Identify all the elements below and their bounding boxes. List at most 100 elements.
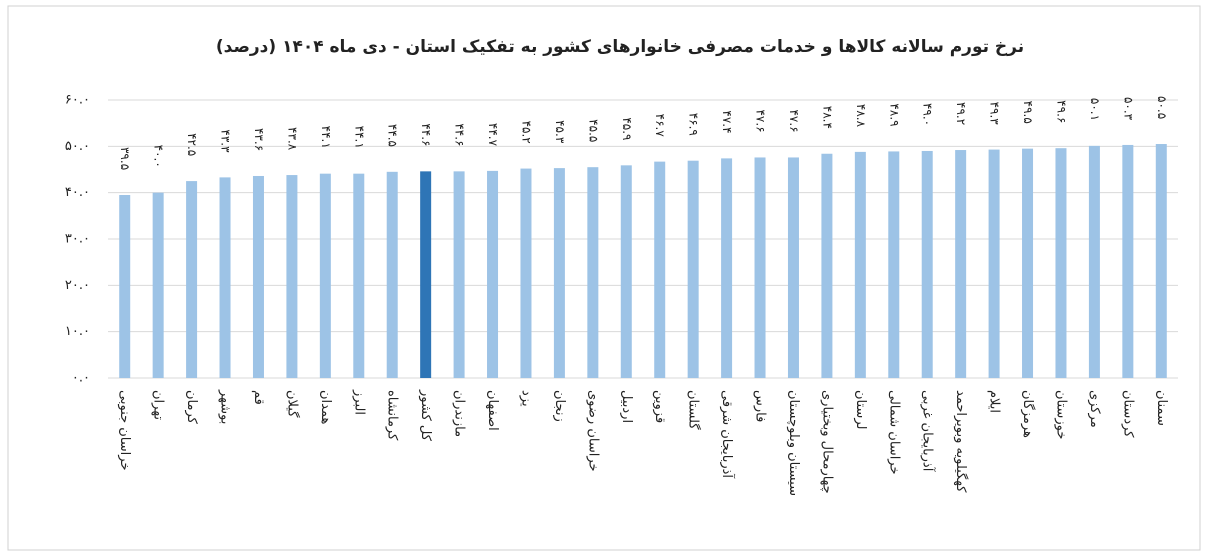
bar	[319, 173, 331, 378]
bar	[754, 157, 766, 378]
bar	[353, 173, 365, 378]
bar	[1088, 145, 1100, 378]
bar	[854, 151, 866, 378]
bar	[1055, 148, 1067, 378]
x-tick-label: قزوین	[652, 390, 667, 423]
value-label: ۴۹.۲	[954, 102, 968, 125]
bar	[721, 158, 733, 378]
value-label: ۴۷.۶	[787, 109, 801, 132]
x-tick-label: هرمزگان	[1020, 390, 1036, 438]
x-tick-label: گیلان	[284, 390, 300, 418]
bar	[152, 192, 164, 378]
x-tick-label: اردبیل	[619, 390, 634, 423]
x-tick-label: بوشهر	[218, 389, 233, 424]
x-tick-label: آذربایجان غربی	[920, 390, 937, 473]
value-label: ۴۶.۷	[653, 114, 667, 138]
bar	[553, 168, 565, 378]
y-tick-label: ۱۰.۰	[65, 324, 90, 339]
x-tick-label: کرمانشاه	[385, 390, 400, 441]
value-label: ۴۶.۹	[687, 113, 701, 136]
y-tick-label: ۶۰.۰	[65, 93, 90, 108]
value-label: ۴۳.۳	[219, 129, 233, 153]
value-label: ۴۸.۹	[887, 103, 901, 126]
value-label: ۴۹.۶	[1054, 100, 1068, 123]
bar	[186, 181, 198, 378]
x-tick-label: اصفهان	[485, 390, 500, 431]
x-tick-label: البرز	[351, 389, 366, 415]
value-label: ۴۴.۱	[352, 126, 366, 149]
value-label: ۳۹.۵	[118, 147, 132, 170]
value-label: ۴۹.۰	[921, 103, 935, 126]
x-tick-label: فارس	[753, 390, 768, 422]
bar	[487, 170, 499, 378]
bar	[119, 194, 131, 378]
bar	[252, 175, 264, 378]
bar	[219, 177, 231, 378]
value-label: ۴۵.۲	[519, 121, 533, 144]
bar	[520, 168, 532, 378]
y-tick-label: ۴۰.۰	[65, 185, 90, 200]
value-label: ۵۰.۵	[1155, 96, 1169, 119]
value-label: ۴۵.۵	[586, 119, 600, 142]
value-label: ۴۴.۶	[453, 123, 467, 146]
x-tick-label: لرستان	[853, 390, 868, 429]
x-tick-label: خوزستان	[1053, 390, 1068, 439]
x-tick-label: سمنان	[1154, 390, 1169, 426]
x-tick-label: آذربایجان شرقی	[719, 390, 736, 479]
bar	[821, 153, 833, 378]
bar	[453, 171, 465, 378]
x-tick-label: کرمان	[184, 390, 199, 425]
value-label: ۴۵.۳	[553, 120, 567, 144]
x-tick-label: خراسان رضوی	[585, 390, 600, 472]
y-tick-label: ۲۰.۰	[65, 278, 90, 293]
x-tick-label: یزد	[518, 390, 533, 407]
value-label: ۴۹.۳	[988, 102, 1002, 126]
x-tick-label: زنجان	[552, 390, 567, 422]
bar	[386, 171, 398, 378]
bar	[1155, 144, 1167, 378]
bar	[687, 160, 699, 378]
y-tick-label: ۵۰.۰	[65, 139, 90, 154]
x-tick-label: گلستان	[686, 390, 702, 430]
value-label: ۴۸.۴	[820, 106, 834, 129]
value-label: ۵۰.۳	[1121, 97, 1135, 121]
x-tick-label: مازندران	[452, 390, 467, 437]
x-tick-label: سیستان وبلوچستان	[786, 390, 801, 496]
value-label: ۴۷.۴	[720, 110, 734, 133]
x-tick-label: تهران	[151, 390, 166, 420]
value-label: ۴۴.۱	[319, 126, 333, 149]
chart-title: نرخ تورم سالانه کالاها و خدمات مصرفی خان…	[216, 37, 1024, 57]
x-tick-label: کردستان	[1120, 390, 1135, 438]
bar	[1022, 148, 1034, 378]
value-label: ۴۰.۰	[152, 145, 166, 168]
x-tick-label: خراسان جنوبی	[117, 390, 132, 470]
value-label: ۴۲.۵	[185, 133, 199, 156]
x-tick-label: همدان	[318, 390, 333, 424]
x-tick-label: ایلام	[987, 390, 1002, 413]
value-label: ۴۳.۶	[252, 128, 266, 151]
bar	[988, 149, 1000, 378]
bar	[955, 150, 967, 378]
x-tick-label: خراسان شمالی	[886, 390, 901, 475]
x-tick-label: کهگیلویه وبویراحمد	[953, 390, 969, 493]
value-label: ۴۴.۵	[386, 124, 400, 147]
value-label: ۴۴.۷	[486, 123, 500, 147]
value-label: ۴۵.۹	[620, 117, 634, 140]
value-label: ۴۴.۶	[419, 123, 433, 146]
x-tick-label: مرکزی	[1087, 390, 1102, 428]
bar	[587, 167, 599, 378]
value-label: ۴۸.۸	[854, 104, 868, 128]
bar	[888, 151, 900, 378]
x-tick-label: قم	[251, 390, 266, 405]
value-label: ۴۷.۶	[754, 109, 768, 132]
x-tick-label: چهارمحال وبختیاری	[819, 390, 834, 494]
bar	[286, 175, 298, 378]
value-label: ۵۰.۱	[1088, 98, 1102, 121]
bar	[921, 150, 933, 378]
y-tick-label: ۳۰.۰	[65, 232, 90, 247]
value-label: ۴۹.۵	[1021, 101, 1035, 124]
x-tick-label: کل کشور	[418, 389, 433, 442]
chart-frame	[7, 5, 1201, 551]
